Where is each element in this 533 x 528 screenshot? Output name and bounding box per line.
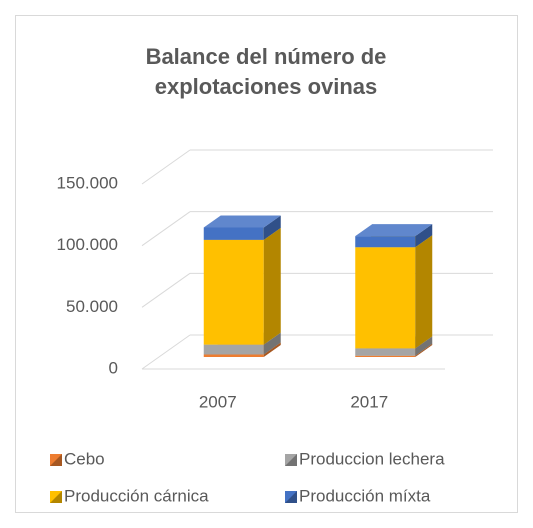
bar-front: [355, 348, 416, 356]
bar-side: [415, 343, 433, 357]
bar-side: [415, 235, 433, 349]
bar-top: [203, 215, 281, 228]
bar-front: [355, 247, 416, 349]
bar-front: [203, 354, 264, 357]
grid-line: [141, 272, 191, 308]
x-tick-label: 2017: [350, 392, 388, 411]
legend-label: Cebo: [64, 449, 105, 468]
legend-swatch-shade: [50, 491, 62, 503]
grid-line: [141, 211, 191, 247]
bar-side: [415, 224, 433, 248]
y-tick-label: 50.000: [66, 297, 118, 316]
y-tick-label: 150.000: [57, 173, 118, 192]
x-tick-label: 2007: [199, 392, 237, 411]
bar-front: [355, 236, 416, 248]
bar-segment: [203, 227, 281, 345]
bar-front: [203, 227, 264, 240]
legend-label: Producción míxta: [299, 486, 431, 505]
bar-side: [263, 332, 281, 355]
bar-segment: [203, 215, 281, 240]
bar-side: [263, 227, 281, 345]
bar-segment: [355, 235, 433, 349]
bar-side: [263, 342, 281, 357]
bar-front: [355, 355, 416, 357]
legend-swatch-shade: [50, 454, 62, 466]
bar-segment: [355, 224, 433, 248]
bar-top: [355, 224, 433, 237]
grid-line: [141, 334, 191, 370]
legend-swatch-shade: [285, 491, 297, 503]
y-tick-label: 100.000: [57, 235, 118, 254]
legend-swatch-shade: [285, 454, 297, 466]
bar-front: [203, 239, 264, 345]
chart-border: [15, 15, 518, 513]
grid-line: [141, 149, 191, 185]
legend-label: Producción cárnica: [64, 486, 209, 505]
bar-side: [415, 336, 433, 356]
bar-front: [203, 344, 264, 355]
chart-title: Balance del número de explotaciones ovin…: [145, 44, 387, 99]
bar-side: [263, 215, 281, 240]
y-tick-label: 0: [109, 358, 118, 377]
legend-label: Produccion lechera: [299, 449, 445, 468]
